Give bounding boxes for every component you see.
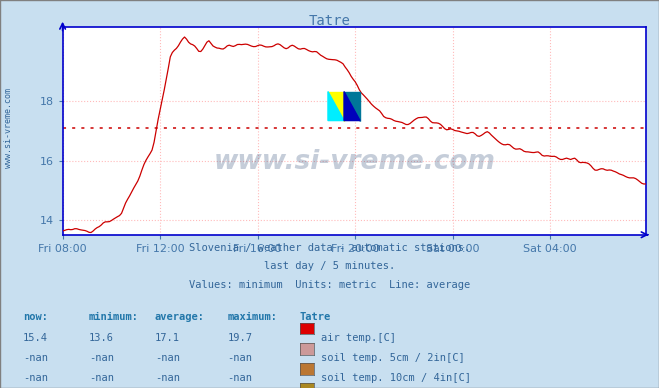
Text: -nan: -nan (23, 353, 48, 363)
Text: Values: minimum  Units: metric  Line: average: Values: minimum Units: metric Line: aver… (189, 280, 470, 290)
Polygon shape (344, 92, 360, 121)
Polygon shape (328, 92, 344, 121)
Text: soil temp. 5cm / 2in[C]: soil temp. 5cm / 2in[C] (321, 353, 465, 363)
Text: Tatre: Tatre (308, 14, 351, 28)
Text: average:: average: (155, 312, 205, 322)
Text: -nan: -nan (155, 353, 180, 363)
Text: -nan: -nan (89, 373, 114, 383)
Text: 17.1: 17.1 (155, 333, 180, 343)
Text: minimum:: minimum: (89, 312, 139, 322)
Text: -nan: -nan (227, 353, 252, 363)
Text: air temp.[C]: air temp.[C] (321, 333, 396, 343)
Text: now:: now: (23, 312, 48, 322)
Text: -nan: -nan (155, 373, 180, 383)
Polygon shape (328, 92, 344, 121)
Polygon shape (344, 92, 360, 121)
Text: -nan: -nan (227, 373, 252, 383)
Text: Slovenia / weather data - automatic stations.: Slovenia / weather data - automatic stat… (189, 242, 470, 253)
Text: 15.4: 15.4 (23, 333, 48, 343)
Text: www.si-vreme.com: www.si-vreme.com (4, 88, 13, 168)
Text: -nan: -nan (89, 353, 114, 363)
Text: Tatre: Tatre (300, 312, 331, 322)
Text: 19.7: 19.7 (227, 333, 252, 343)
Text: maximum:: maximum: (227, 312, 277, 322)
Text: soil temp. 10cm / 4in[C]: soil temp. 10cm / 4in[C] (321, 373, 471, 383)
Text: last day / 5 minutes.: last day / 5 minutes. (264, 261, 395, 271)
Text: 13.6: 13.6 (89, 333, 114, 343)
Text: www.si-vreme.com: www.si-vreme.com (214, 149, 495, 175)
Text: -nan: -nan (23, 373, 48, 383)
